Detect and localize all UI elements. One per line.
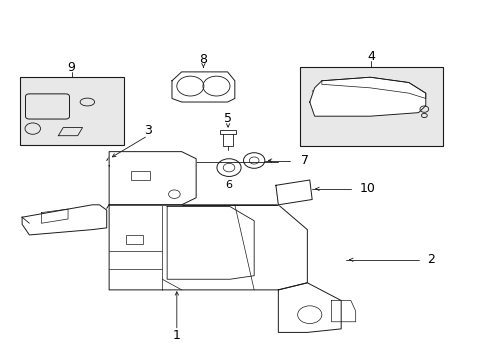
Bar bbox=[131, 171, 150, 180]
Bar bbox=[300, 67, 442, 146]
Polygon shape bbox=[22, 205, 106, 235]
Polygon shape bbox=[109, 205, 307, 290]
Text: 4: 4 bbox=[366, 50, 375, 63]
Polygon shape bbox=[309, 77, 425, 116]
Text: 10: 10 bbox=[359, 183, 375, 195]
Text: 6: 6 bbox=[225, 180, 232, 190]
Polygon shape bbox=[109, 152, 196, 205]
Text: 1: 1 bbox=[173, 329, 181, 342]
Text: 2: 2 bbox=[426, 253, 434, 266]
Polygon shape bbox=[278, 283, 341, 332]
Text: 9: 9 bbox=[68, 61, 76, 74]
Text: 5: 5 bbox=[224, 112, 232, 125]
Bar bbox=[220, 130, 235, 134]
Bar bbox=[20, 77, 123, 145]
Text: 8: 8 bbox=[199, 53, 207, 66]
Text: 3: 3 bbox=[143, 124, 151, 137]
Polygon shape bbox=[275, 180, 311, 205]
Polygon shape bbox=[172, 72, 234, 102]
Text: 7: 7 bbox=[300, 154, 308, 167]
Bar bbox=[126, 235, 142, 244]
Bar bbox=[223, 132, 233, 146]
